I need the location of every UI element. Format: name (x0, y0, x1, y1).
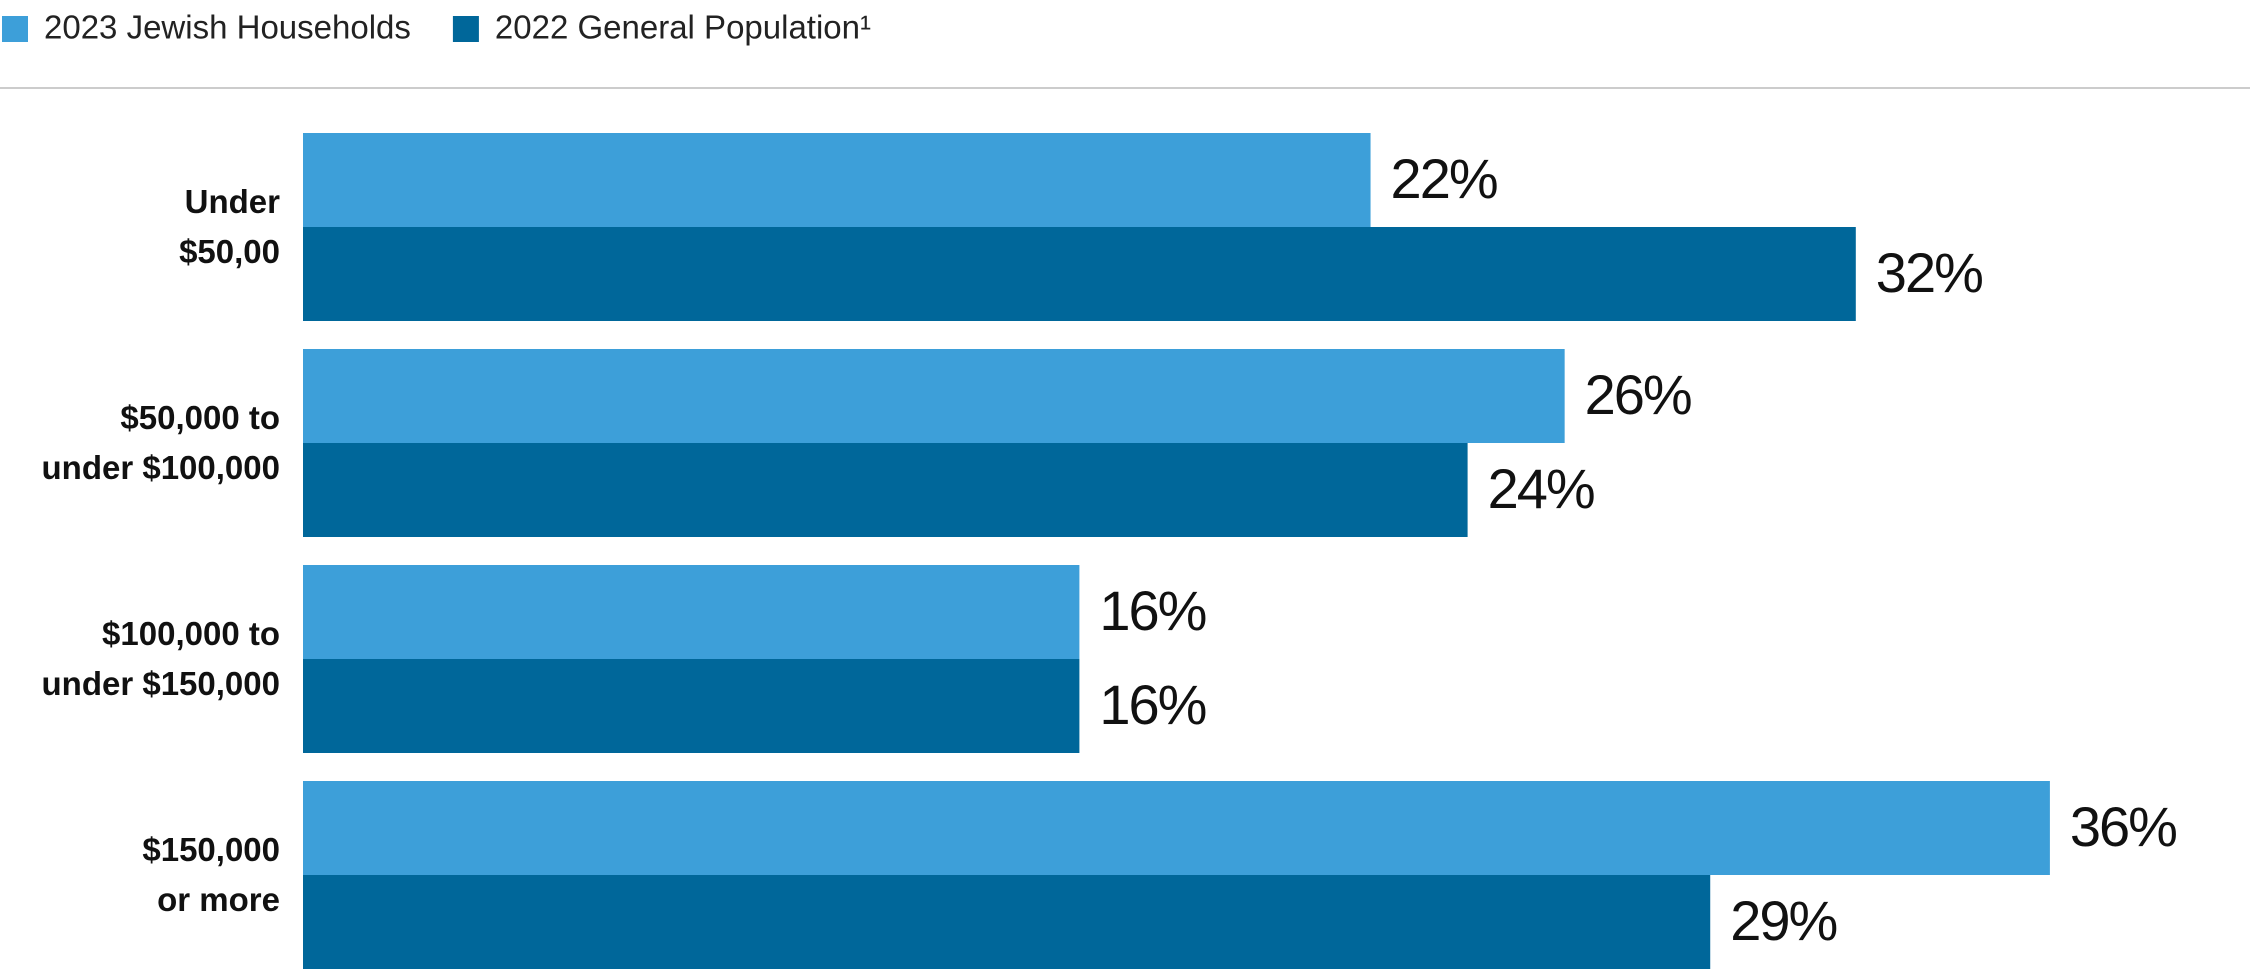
legend-label: 2022 General Population¹ (495, 9, 871, 46)
category-label: $150,000 or more (142, 831, 280, 918)
bar (303, 227, 1856, 321)
value-label: 22% (1391, 147, 1497, 210)
category-label: $50,000 to under $100,000 (41, 399, 280, 486)
value-label: 24% (1488, 457, 1594, 520)
value-label: 32% (1876, 241, 1982, 304)
value-label: 16% (1099, 673, 1205, 736)
legend-swatch (2, 16, 28, 42)
bar (303, 565, 1080, 659)
bar (303, 443, 1468, 537)
legend-swatch (452, 16, 479, 42)
bar (303, 659, 1080, 753)
legend-label: 2023 Jewish Households (44, 9, 411, 46)
value-label: 36% (2070, 795, 2176, 858)
value-label: 26% (1585, 363, 1691, 426)
bar (303, 133, 1371, 227)
bar (303, 875, 1711, 969)
category-label: $100,000 to under $150,000 (41, 615, 280, 702)
value-label: 16% (1099, 579, 1205, 642)
value-label: 29% (1730, 889, 1836, 952)
category-label: Under $50,00 (179, 183, 280, 270)
bar (303, 781, 2050, 875)
bar (303, 349, 1565, 443)
